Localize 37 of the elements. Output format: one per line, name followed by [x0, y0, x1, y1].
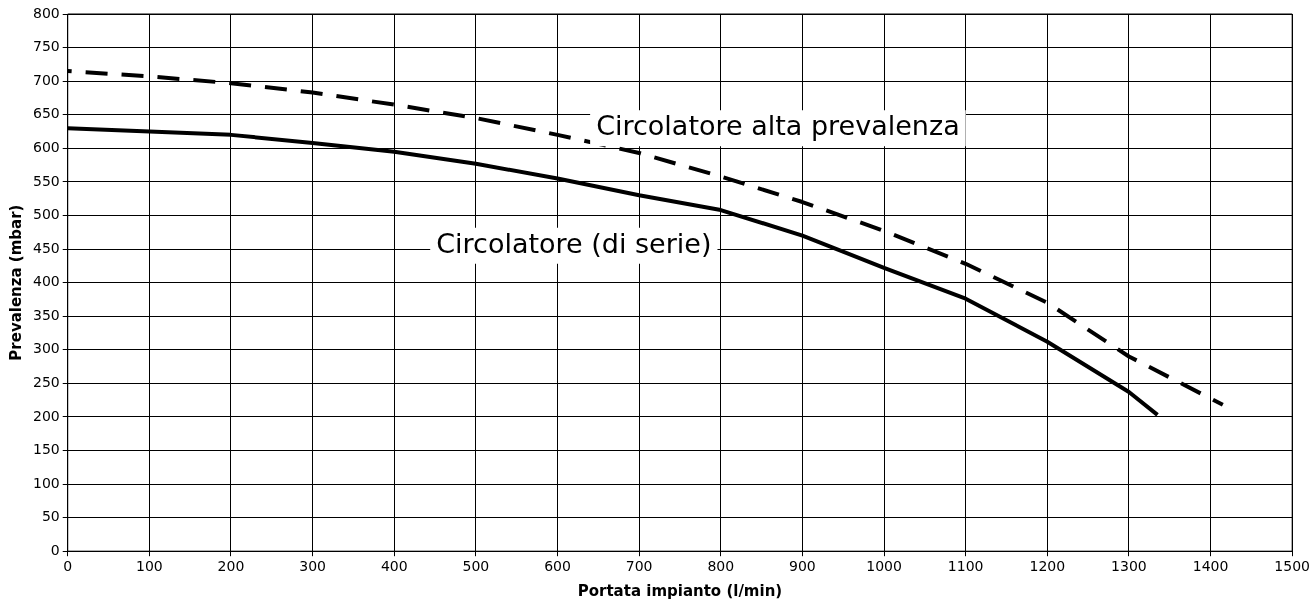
y-tick-label: 700	[32, 71, 60, 88]
y-tick-label: 250	[32, 373, 60, 390]
x-tick-label: 1400	[1192, 558, 1229, 575]
series-label: Circolatore alta prevalenza	[596, 110, 960, 142]
y-tick-label: 100	[32, 474, 60, 491]
x-tick-label: 300	[299, 558, 326, 575]
x-tick-label: 0	[63, 558, 73, 575]
x-tick-label: 1000	[866, 558, 902, 575]
x-tick-label: 200	[217, 558, 245, 575]
x-tick-label: 500	[462, 558, 490, 575]
x-tick-label: 800	[707, 558, 735, 575]
x-tick-label: 1500	[1274, 558, 1311, 575]
y-axis-title: Prevalenza (mbar)	[6, 204, 25, 361]
y-tick-label: 550	[32, 172, 60, 189]
y-tick-label: 300	[32, 340, 60, 357]
y-tick-label: 50	[41, 508, 60, 525]
y-tick-label: 200	[32, 407, 60, 424]
x-tick-label: 100	[135, 558, 163, 575]
x-tick-label: 1300	[1111, 558, 1147, 575]
x-tick-label: 1200	[1029, 558, 1066, 575]
y-tick-label: 0	[50, 541, 60, 558]
y-tick-label: 650	[32, 105, 60, 122]
x-tick-label: 900	[789, 558, 816, 575]
y-tick-label: 750	[32, 38, 60, 55]
y-tick-label: 350	[32, 306, 60, 323]
x-tick-label: 1100	[947, 558, 984, 575]
y-tick-label: 150	[32, 441, 60, 458]
x-tick-label: 400	[380, 558, 408, 575]
y-tick-label: 400	[32, 273, 60, 290]
x-tick-label: 700	[625, 558, 653, 575]
series-label: Circolatore (di serie)	[436, 227, 712, 259]
y-tick-label: 600	[32, 138, 60, 155]
y-tick-label: 450	[32, 239, 60, 256]
x-axis-title: Portata impianto (l/min)	[577, 581, 783, 600]
y-tick-label: 500	[32, 206, 60, 223]
x-tick-label: 600	[544, 558, 571, 575]
y-tick-label: 800	[32, 4, 60, 21]
